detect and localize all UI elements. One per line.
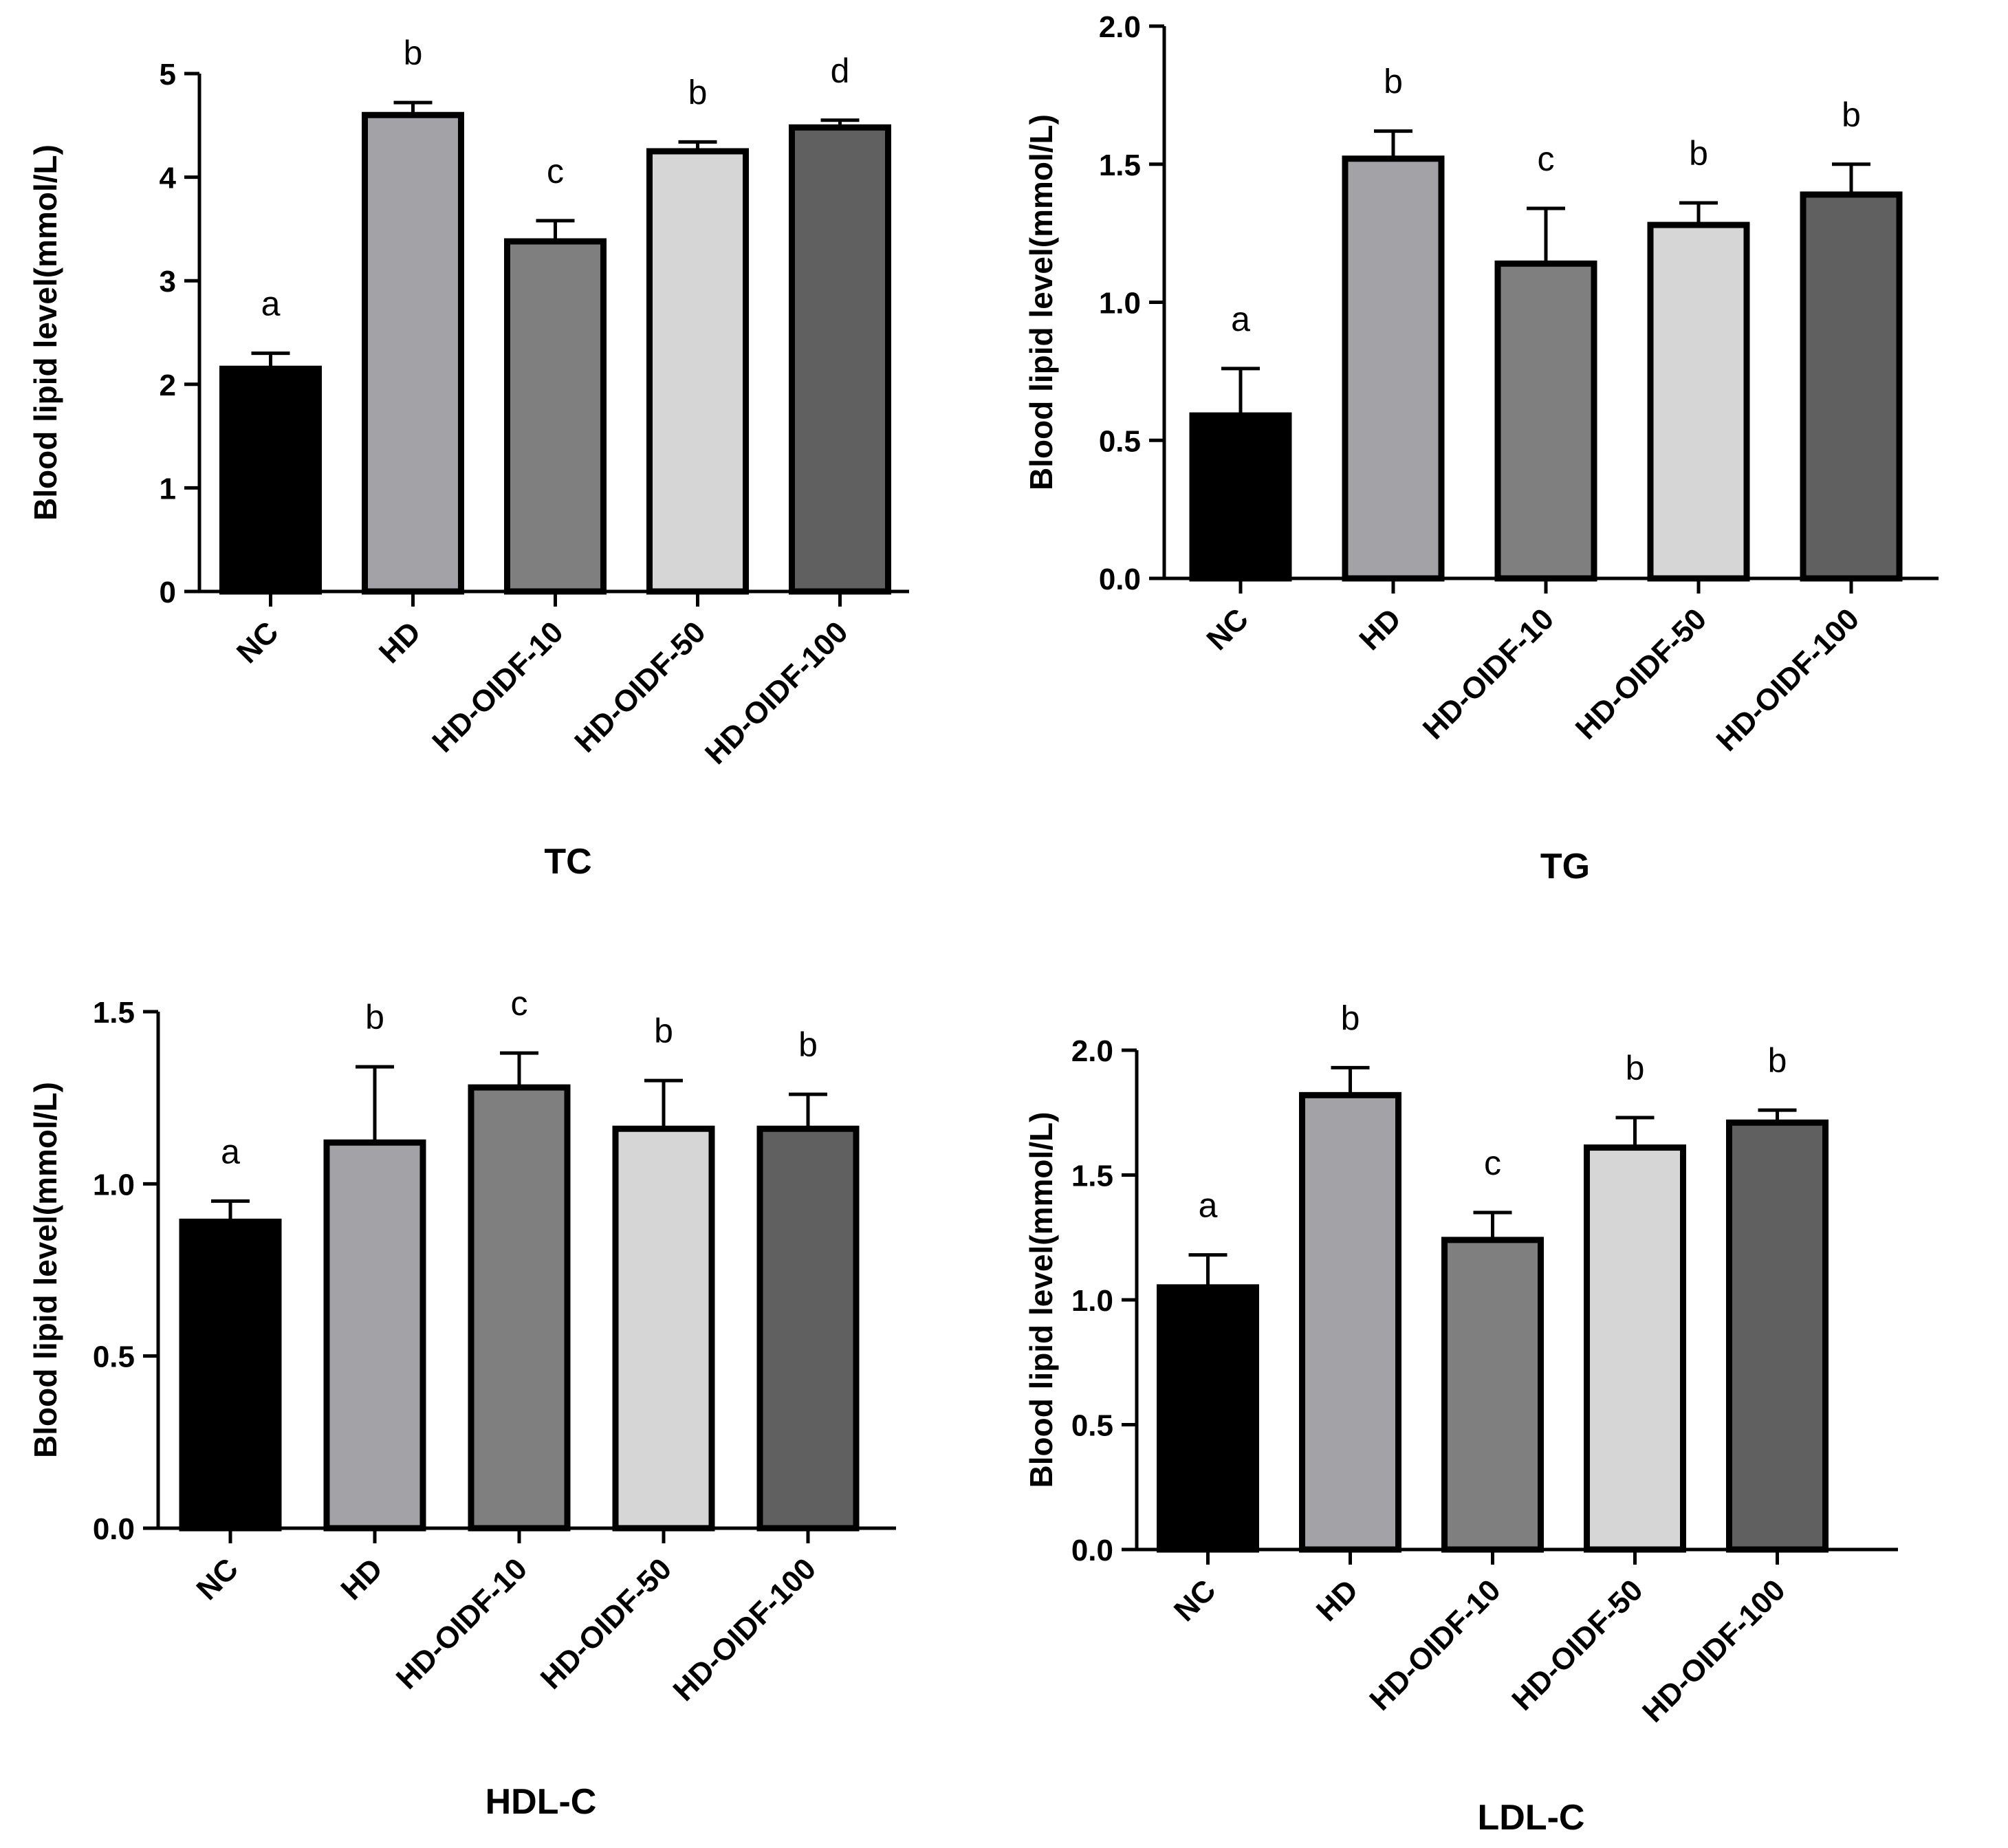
x-tick-label: HD-OIDF-10 <box>390 1552 534 1695</box>
y-tick-label: 5 <box>160 58 176 91</box>
bar-hd <box>1299 1091 1401 1553</box>
significance-label: b <box>1626 1049 1645 1087</box>
x-tick-label: HD-OIDF-50 <box>568 615 712 759</box>
significance-label: b <box>1768 1041 1787 1080</box>
significance-label: d <box>831 52 850 90</box>
x-tick-label: HD-OIDF-100 <box>699 615 855 771</box>
y-axis-label: Blood lipid level(mmol/L) <box>1023 1112 1059 1488</box>
bar-hd <box>323 1139 426 1532</box>
bar-hd-oidf-10 <box>468 1084 571 1532</box>
bar-hd <box>1342 155 1445 582</box>
significance-label: a <box>1231 300 1250 338</box>
bar-hd-oidf-50 <box>1647 221 1750 582</box>
y-tick-label: 0 <box>160 576 176 609</box>
significance-label: b <box>1384 63 1403 101</box>
x-tick-label: NC <box>190 1552 245 1607</box>
x-tick-label: HD-OIDF-100 <box>667 1552 823 1708</box>
significance-label: c <box>1484 1144 1501 1182</box>
y-tick-label: 1.0 <box>93 1168 135 1202</box>
y-tick-label: 2.0 <box>1099 10 1141 44</box>
bar-nc <box>1189 412 1292 582</box>
bar-hd-oidf-10 <box>504 238 607 595</box>
significance-label: b <box>365 998 384 1036</box>
x-tick-label: HD <box>373 615 428 670</box>
bar-hd-oidf-10 <box>1494 260 1597 582</box>
y-tick-label: 0.5 <box>1099 424 1141 458</box>
significance-label: a <box>261 285 281 323</box>
bar-hd-oidf-100 <box>1726 1119 1829 1553</box>
bar-hd-oidf-50 <box>1584 1144 1686 1553</box>
x-tick-label: HD-OIDF-50 <box>1505 1573 1649 1717</box>
x-tick-label: HD-OIDF-10 <box>1417 602 1560 746</box>
x-tick-label: HD-OIDF-100 <box>1636 1573 1792 1729</box>
significance-label: a <box>221 1132 240 1171</box>
y-axis-label: Blood lipid level(mmol/L) <box>1023 114 1059 490</box>
x-tick-label: HD-OIDF-10 <box>426 615 569 759</box>
x-tick-label: HD <box>334 1552 389 1607</box>
bar-nc <box>1157 1284 1259 1553</box>
y-tick-label: 2.0 <box>1071 1034 1113 1068</box>
y-tick-label: 1.5 <box>93 996 135 1030</box>
bar-hd-oidf-10 <box>1441 1237 1544 1553</box>
y-tick-label: 1.0 <box>1071 1284 1113 1318</box>
bar-hd-oidf-50 <box>646 148 749 595</box>
chart-panel-hdl-c: 0.0 0.5 1.0 1.5 Blood lipid level(mmol/L) a NC… <box>28 984 896 1822</box>
bar-hd-oidf-50 <box>612 1125 715 1532</box>
y-tick-label: 0.0 <box>1071 1534 1113 1567</box>
bar-hd <box>362 111 464 595</box>
x-tick-label: HD <box>1310 1573 1365 1628</box>
chart-panel-tg: 0.0 0.5 1.0 1.5 2.0 Blood lipid level(mmol/L)… <box>1023 10 1939 887</box>
panel-title: HDL-C <box>485 1782 597 1822</box>
bar-nc <box>219 365 322 595</box>
significance-label: b <box>1842 96 1861 134</box>
significance-label: a <box>1199 1186 1218 1225</box>
x-tick-label: HD-OIDF-50 <box>1569 602 1713 746</box>
x-tick-label: NC <box>1200 602 1255 657</box>
bar-hd-oidf-100 <box>756 1125 860 1532</box>
significance-label: b <box>688 73 708 111</box>
bar-hd-oidf-100 <box>789 124 891 595</box>
significance-label: b <box>1689 134 1708 173</box>
chart-panel-tc: 0 1 2 3 4 5 Blood lipid level(mmol/L) a NC b HD c HD… <box>28 34 909 882</box>
bar-nc <box>179 1218 282 1532</box>
y-tick-label: 4 <box>160 162 177 195</box>
significance-label: b <box>798 1025 818 1064</box>
x-tick-label: HD <box>1353 602 1408 657</box>
x-tick-label: HD-OIDF-10 <box>1363 1573 1507 1717</box>
y-tick-label: 1.5 <box>1099 149 1141 182</box>
y-tick-label: 1 <box>160 472 176 506</box>
y-tick-label: 1.5 <box>1071 1160 1113 1193</box>
panel-title: TC <box>544 842 591 882</box>
chart-panel-ldl-c: 0.0 0.5 1.0 1.5 2.0 Blood lipid level(mmol/L)… <box>1023 999 1898 1838</box>
bar-hd-oidf-100 <box>1800 191 1903 582</box>
significance-label: b <box>654 1012 673 1050</box>
y-tick-label: 0.5 <box>1071 1409 1113 1443</box>
panel-title: LDL-C <box>1478 1798 1585 1838</box>
y-tick-label: 0.5 <box>93 1340 135 1374</box>
x-tick-label: NC <box>230 615 285 670</box>
y-tick-label: 0.0 <box>1099 563 1141 596</box>
significance-label: b <box>1341 999 1360 1037</box>
y-axis-label: Blood lipid level(mmol/L) <box>28 1082 63 1458</box>
x-tick-label: HD-OIDF-100 <box>1710 602 1866 758</box>
significance-label: c <box>511 984 528 1023</box>
y-tick-label: 0.0 <box>93 1512 135 1546</box>
significance-label: b <box>404 34 423 72</box>
y-tick-label: 1.0 <box>1099 287 1141 320</box>
x-tick-label: HD-OIDF-50 <box>534 1552 678 1695</box>
x-tick-label: NC <box>1168 1573 1223 1628</box>
significance-label: c <box>547 152 564 191</box>
significance-label: c <box>1538 140 1555 178</box>
y-tick-label: 2 <box>160 369 176 402</box>
y-tick-label: 3 <box>160 265 176 298</box>
panel-title: TG <box>1540 847 1590 887</box>
y-axis-label: Blood lipid level(mmol/L) <box>28 144 63 521</box>
